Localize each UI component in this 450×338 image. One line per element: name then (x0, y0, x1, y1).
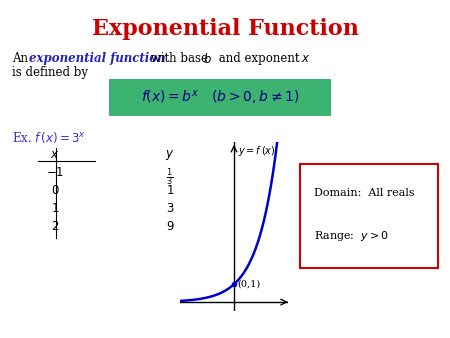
Text: $y = f\,(x)$: $y = f\,(x)$ (238, 144, 276, 159)
FancyBboxPatch shape (109, 79, 331, 116)
Text: $x$: $x$ (50, 148, 60, 161)
Text: with base: with base (147, 52, 212, 65)
Text: Exponential Function: Exponential Function (91, 18, 359, 40)
Text: $-1$: $-1$ (46, 166, 64, 179)
Text: $f(x) = b^x \quad (b > 0, b \neq 1)$: $f(x) = b^x \quad (b > 0, b \neq 1)$ (141, 89, 299, 106)
Text: (0,1): (0,1) (237, 280, 261, 289)
Text: An: An (12, 52, 32, 65)
Text: $1$: $1$ (166, 184, 174, 197)
Text: $3$: $3$ (166, 202, 174, 215)
Text: $9$: $9$ (166, 220, 174, 233)
Text: Ex. $f\,(x) = 3^x$: Ex. $f\,(x) = 3^x$ (12, 130, 86, 145)
Text: $b$: $b$ (203, 52, 212, 66)
Text: $x$: $x$ (301, 52, 310, 65)
Text: $y$: $y$ (165, 148, 175, 162)
Text: $\frac{1}{3}$: $\frac{1}{3}$ (166, 166, 174, 188)
Text: Domain:  All reals: Domain: All reals (314, 188, 415, 197)
Text: Range:  $y > 0$: Range: $y > 0$ (314, 229, 390, 243)
Text: and exponent: and exponent (215, 52, 303, 65)
Text: $2$: $2$ (51, 220, 59, 233)
Text: $1$: $1$ (51, 202, 59, 215)
Text: $0$: $0$ (51, 184, 59, 197)
Text: exponential function: exponential function (29, 52, 166, 65)
Text: is defined by: is defined by (12, 66, 88, 79)
FancyBboxPatch shape (300, 164, 438, 268)
